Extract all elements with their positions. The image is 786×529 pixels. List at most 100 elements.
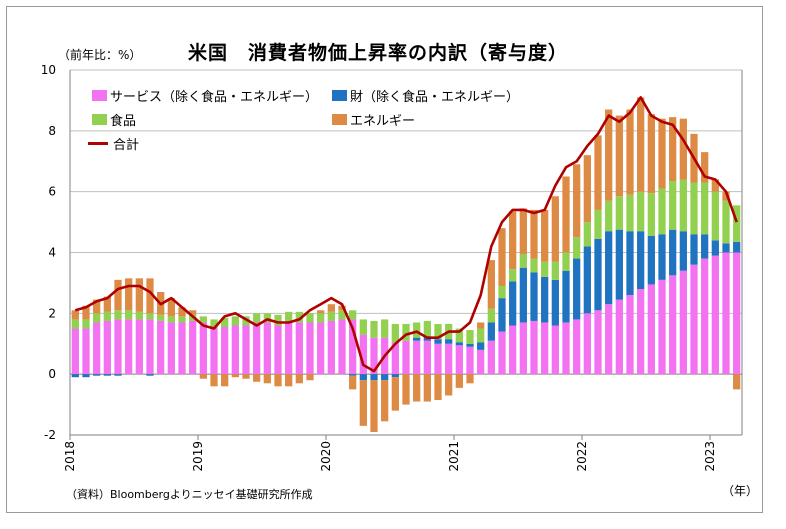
bar-energy: [359, 380, 367, 426]
y-tick-label: 4: [48, 246, 56, 260]
bar-services: [114, 319, 122, 375]
bar-food: [551, 261, 559, 280]
bar-goods: [381, 374, 389, 381]
bar-food: [711, 191, 719, 241]
bar-goods: [722, 243, 730, 253]
bar-food: [530, 258, 538, 273]
bar-services: [434, 343, 442, 375]
bar-goods: [733, 241, 741, 253]
bar-services: [274, 325, 282, 375]
bar-energy: [434, 374, 442, 401]
bar-services: [327, 320, 335, 375]
bar-services: [295, 322, 303, 375]
y-tick-label: 6: [48, 185, 56, 199]
x-unit-label: （年）: [722, 484, 759, 498]
bar-food: [327, 311, 335, 321]
bar-energy: [317, 310, 325, 314]
bar-services: [519, 322, 527, 375]
bar-food: [413, 322, 421, 338]
bar-food: [306, 313, 314, 323]
bar-services: [605, 304, 613, 375]
bar-food: [701, 182, 709, 235]
bar-energy: [146, 278, 154, 314]
bar-food: [359, 319, 367, 335]
bar-food: [487, 308, 495, 323]
bar-goods: [93, 374, 101, 376]
legend-energy-label: エネルギー: [350, 114, 416, 129]
bar-food: [167, 316, 175, 323]
bar-food: [221, 317, 229, 328]
y-tick-label: -2: [44, 428, 56, 442]
bar-goods: [541, 276, 549, 323]
bar-goods: [530, 272, 538, 321]
bar-goods: [679, 231, 687, 271]
bar-energy: [594, 135, 602, 210]
bar-goods: [711, 240, 719, 256]
bar-energy: [274, 374, 282, 387]
bar-services: [445, 343, 453, 375]
bar-goods: [637, 231, 645, 289]
y-tick-label: 10: [41, 63, 56, 77]
bar-food: [722, 200, 730, 244]
bar-energy: [626, 109, 634, 195]
bar-energy: [498, 228, 506, 286]
legend-total-line: [88, 142, 108, 145]
legend-goods-label: 財（除く食品・エネルギー）: [350, 90, 520, 105]
bar-food: [455, 328, 463, 343]
bar-goods: [391, 374, 399, 378]
bar-goods: [519, 267, 527, 323]
bar-services: [359, 334, 367, 375]
bar-food: [658, 188, 666, 235]
bar-energy: [71, 310, 79, 320]
bar-energy: [327, 304, 335, 312]
bar-energy: [583, 155, 591, 223]
bar-goods: [701, 234, 709, 259]
legend-services-label: サービス（除く食品・エネルギー）: [110, 90, 319, 105]
bar-services: [402, 340, 410, 375]
bar-goods: [455, 342, 463, 346]
bar-goods: [669, 229, 677, 276]
bar-goods: [82, 374, 90, 378]
bar-services: [242, 325, 250, 375]
bar-energy: [306, 374, 314, 381]
bar-food: [114, 310, 122, 320]
legend-goods-swatch: [332, 90, 347, 101]
bar-services: [338, 319, 346, 375]
bar-services: [530, 320, 538, 375]
bar-food: [615, 196, 623, 230]
bar-energy: [562, 176, 570, 253]
bar-food: [477, 328, 485, 343]
bar-services: [722, 252, 730, 375]
x-tick-label: 2018: [63, 441, 77, 472]
y-tick-label: 2: [48, 306, 56, 320]
bar-energy: [722, 191, 730, 201]
bar-food: [541, 261, 549, 277]
bar-energy: [455, 374, 463, 388]
bar-food: [391, 323, 399, 343]
bar-food: [509, 269, 517, 282]
x-tick-label: 2019: [191, 441, 205, 472]
bar-food: [626, 194, 634, 232]
bar-services: [413, 340, 421, 375]
x-tick-label: 2021: [447, 441, 461, 472]
bar-food: [338, 310, 346, 320]
bar-food: [125, 310, 133, 320]
bar-food: [242, 316, 250, 326]
bar-food: [466, 330, 474, 344]
bar-food: [317, 313, 325, 323]
legend-energy-swatch: [332, 114, 347, 125]
bar-goods: [658, 234, 666, 280]
bar-energy: [82, 305, 90, 320]
y-tick-label: 0: [48, 367, 56, 381]
bar-food: [402, 323, 410, 341]
bar-energy: [253, 374, 261, 382]
bar-food: [562, 252, 570, 271]
bar-energy: [423, 374, 431, 402]
bar-food: [231, 316, 239, 326]
y-tick-label: 8: [48, 124, 56, 138]
bar-services: [679, 270, 687, 375]
bar-energy: [637, 97, 645, 192]
bar-services: [423, 340, 431, 375]
bar-goods: [71, 374, 79, 378]
